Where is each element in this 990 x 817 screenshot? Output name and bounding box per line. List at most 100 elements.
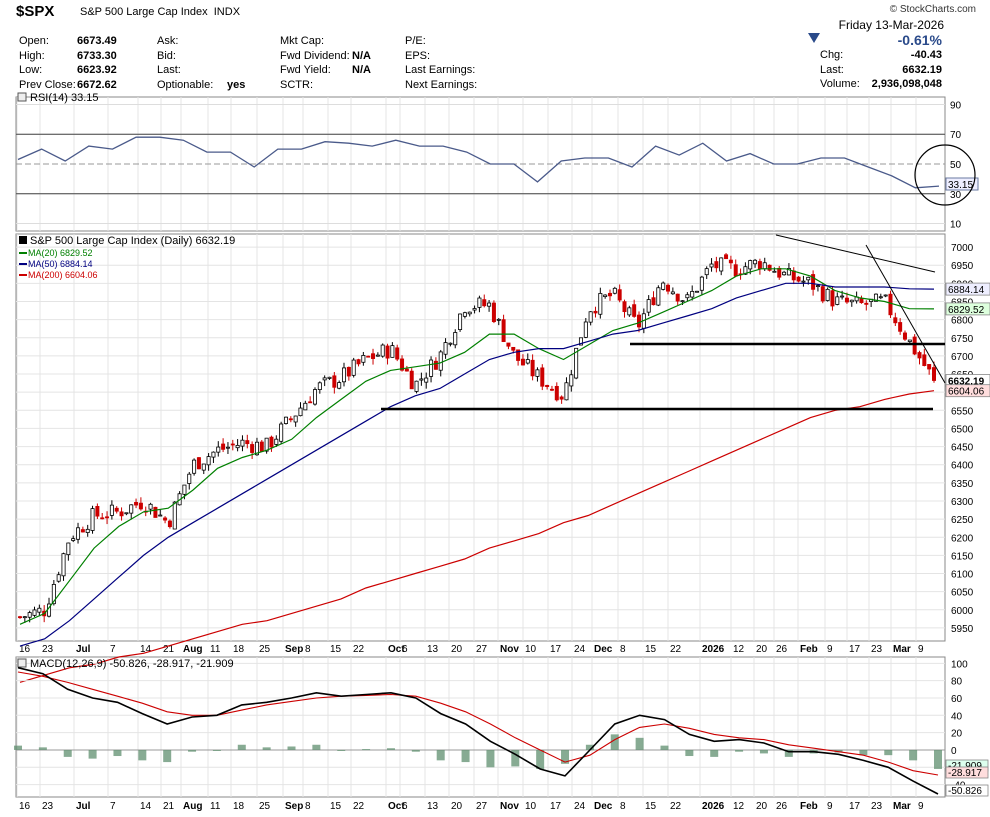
x-tick-label: 25	[259, 801, 271, 812]
candle-body	[308, 401, 313, 404]
x-tick-label: 26	[776, 801, 788, 812]
candle-body	[695, 290, 700, 293]
x-tick-label: 15	[645, 644, 657, 655]
x-tick-label: 2026	[702, 644, 725, 655]
x-tick-label: 8	[305, 801, 311, 812]
quote-col-5: Chg: -40.43 Last: 6632.19 Volume: 2,936,098,0…	[820, 48, 942, 92]
candle-body	[661, 282, 666, 290]
candle-body	[158, 514, 163, 517]
x-tick-label: 8	[305, 644, 311, 655]
price-tick-label: 6150	[951, 551, 974, 562]
quote-header: $SPX S&P 500 Large Cap Index INDX © Stoc…	[0, 0, 990, 96]
rsi-tick-label: 50	[950, 160, 962, 171]
x-tick-label: Oct	[388, 644, 405, 655]
candle-body	[656, 287, 661, 306]
candle-body	[520, 358, 525, 366]
candle-body	[453, 332, 458, 346]
x-tick-label: 8	[620, 801, 626, 812]
candle-body	[578, 337, 583, 346]
price-tick-label: 7000	[951, 243, 974, 254]
candle-body	[293, 415, 298, 423]
macd-tag-box	[945, 766, 989, 779]
quote-row: Volume: 2,936,098,048	[820, 77, 942, 92]
macd-histogram-bar	[610, 734, 619, 750]
candle-body	[932, 367, 937, 381]
x-tick-label: 24	[574, 644, 586, 655]
candle-body	[32, 609, 37, 616]
quote-value: N/A	[352, 49, 371, 62]
candle-body	[685, 294, 690, 299]
quote-col-3: Mkt Cap: Fwd Dividend: N/A Fwd Yield: N/A SCT…	[280, 34, 374, 92]
x-tick-label: Mar	[893, 801, 911, 812]
candle-body	[646, 299, 651, 313]
quote-date: Friday 13-Mar-2026	[838, 18, 944, 32]
candle-body	[380, 344, 385, 357]
candle-body	[274, 438, 279, 445]
macd-histogram-bar	[859, 749, 868, 756]
x-tick-label: 17	[849, 644, 861, 655]
quote-label: Open:	[19, 35, 49, 47]
candle-body	[317, 382, 322, 391]
candle-body	[690, 290, 695, 298]
quote-label: Last:	[157, 64, 181, 76]
x-tick-label: Aug	[183, 801, 202, 812]
candle-body	[501, 319, 506, 342]
x-tick-label: 17	[849, 801, 861, 812]
macd-histogram-bar	[660, 745, 669, 750]
candle-body	[496, 318, 501, 321]
candle-body	[27, 612, 32, 618]
x-tick-label: 20	[756, 644, 768, 655]
candle-body	[66, 542, 71, 556]
price-tag: 6632.19	[948, 376, 985, 387]
candle-body	[95, 506, 100, 517]
x-tick-label: Nov	[500, 801, 519, 812]
rsi-line	[17, 136, 940, 189]
rsi-legend-box	[17, 92, 27, 102]
candle-body	[811, 274, 816, 290]
brand-logo[interactable]: © StockCharts.com	[889, 4, 976, 15]
x-tick-label: 9	[827, 801, 833, 812]
quote-row: Fwd Yield: N/A	[280, 63, 374, 78]
candle-body	[791, 270, 796, 281]
x-tick-label: 23	[42, 801, 54, 812]
quote-label: Chg:	[820, 49, 844, 61]
trendline-upper	[775, 234, 936, 273]
candle-body	[322, 377, 327, 381]
x-tick-label: 10	[525, 801, 537, 812]
macd-histogram-bar	[312, 744, 321, 750]
candle-body	[709, 263, 714, 268]
price-tick-label: 6450	[951, 443, 974, 454]
macd-histogram-bar	[188, 749, 197, 752]
quote-row: Last:	[157, 63, 247, 78]
candle-body	[192, 459, 197, 474]
price-tag: 6604.06	[948, 387, 985, 398]
x-tick-label: 12	[733, 801, 745, 812]
ticker-symbol[interactable]: $SPX	[16, 3, 55, 20]
candle-body	[801, 280, 806, 283]
candle-body	[71, 538, 76, 541]
macd-tag-box	[945, 784, 989, 797]
candle-body	[622, 301, 627, 313]
candle-body	[17, 616, 22, 619]
quote-value: 6632.19	[902, 63, 942, 76]
macd-histogram-bar	[262, 747, 271, 750]
candle-body	[298, 407, 303, 417]
candle-body	[859, 298, 864, 304]
candle-body	[564, 382, 569, 401]
quote-label: Optionable:	[157, 78, 214, 91]
macd-histogram-bar	[884, 749, 893, 756]
candle-body	[462, 312, 467, 317]
candle-body	[269, 436, 274, 448]
rsi-tick-label: 30	[950, 190, 962, 201]
x-tick-label: Feb	[800, 644, 818, 655]
price-tag: 6884.14	[948, 285, 985, 296]
quote-label: Bid:	[157, 49, 176, 62]
candle-body	[554, 385, 559, 401]
price-tick-label: 6250	[951, 515, 974, 526]
x-tick-label: Sep	[285, 801, 303, 812]
candle-body	[337, 382, 342, 389]
x-tick-label: 6	[402, 801, 408, 812]
candle-body	[902, 332, 907, 340]
price-legend-entry: MA(50) 6884.14	[28, 259, 93, 269]
